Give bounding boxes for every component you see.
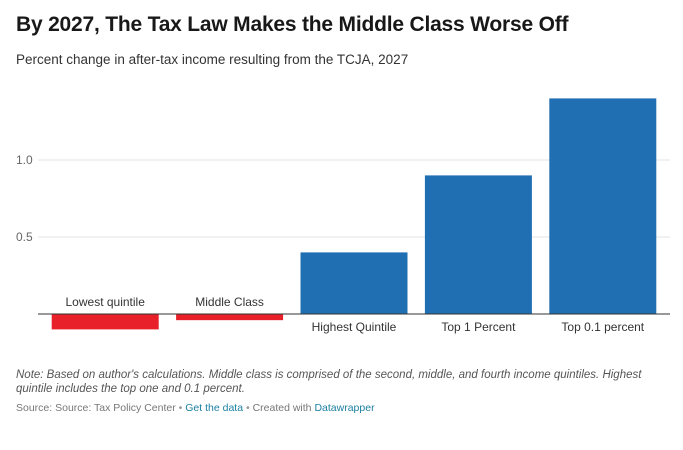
category-label: Top 0.1 percent: [561, 320, 644, 334]
y-tick-label: 0.5: [16, 230, 33, 244]
chart-source: Source: Source: Tax Policy Center • Get …: [16, 402, 375, 414]
bar: [549, 98, 657, 315]
bar: [51, 314, 159, 330]
created-with-text: Created with: [252, 402, 312, 414]
chart-note: Note: Based on author's calculations. Mi…: [16, 369, 642, 395]
get-the-data-link[interactable]: Get the data: [185, 402, 244, 414]
category-label: Top 1 Percent: [441, 320, 516, 334]
category-label: Highest Quintile: [312, 320, 397, 334]
category-label: Middle Class: [195, 295, 264, 309]
datawrapper-link[interactable]: Datawrapper: [314, 402, 375, 414]
chart-title: By 2027, The Tax Law Makes the Middle Cl…: [16, 13, 569, 36]
bar: [176, 314, 284, 321]
bar: [424, 175, 532, 314]
chart-subtitle: Percent change in after-tax income resul…: [16, 52, 409, 67]
category-label: Lowest quintile: [66, 295, 146, 309]
separator: •: [178, 402, 183, 414]
separator: •: [245, 402, 250, 414]
y-tick-label: 1.0: [16, 153, 33, 167]
bar: [300, 252, 408, 314]
source-text: Source: Source: Tax Policy Center: [16, 402, 176, 414]
